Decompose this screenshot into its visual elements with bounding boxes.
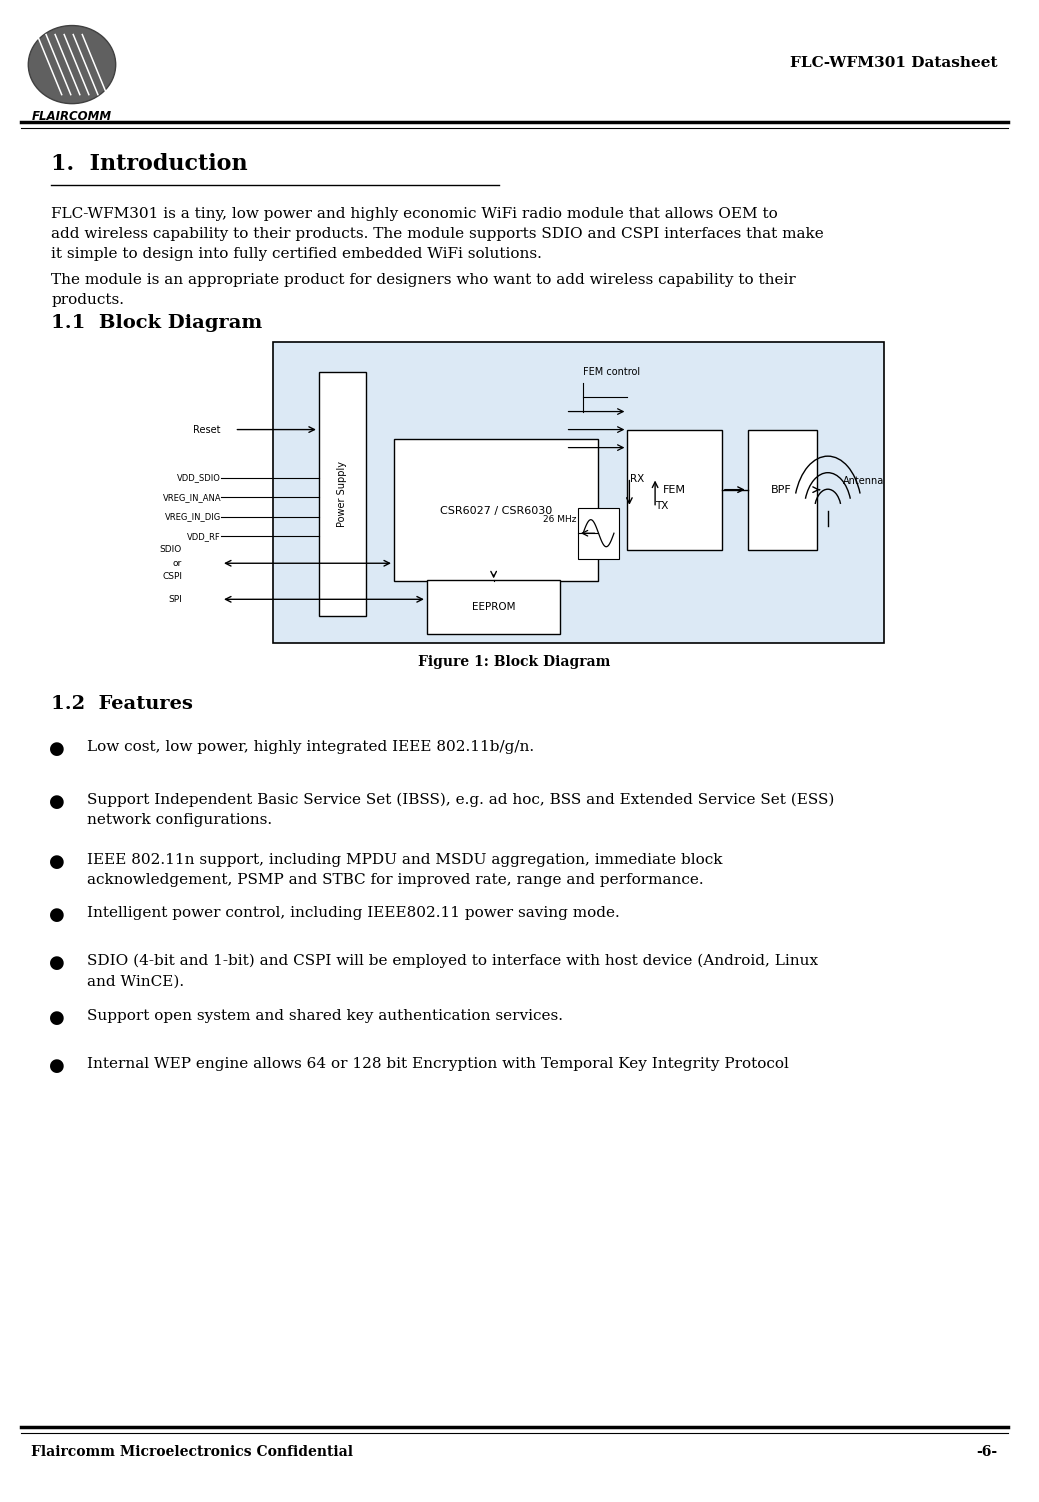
Text: BPF: BPF [771,485,792,494]
Text: VREG_IN_ANA: VREG_IN_ANA [162,493,221,502]
Text: 26 MHz: 26 MHz [543,515,577,524]
Text: ●: ● [49,853,64,871]
Text: Support Independent Basic Service Set (IBSS), e.g. ad hoc, BSS and Extended Serv: Support Independent Basic Service Set (I… [87,793,834,828]
Text: Figure 1: Block Diagram: Figure 1: Block Diagram [418,655,610,668]
Text: Reset: Reset [193,425,221,434]
Text: IEEE 802.11n support, including MPDU and MSDU aggregation, immediate block
ackno: IEEE 802.11n support, including MPDU and… [87,853,723,888]
Text: FLC-WFM301 is a tiny, low power and highly economic WiFi radio module that allow: FLC-WFM301 is a tiny, low power and high… [51,207,824,261]
Text: TX: TX [656,502,668,511]
Text: ●: ● [49,740,64,759]
FancyBboxPatch shape [272,342,884,643]
Text: 1.  Introduction: 1. Introduction [51,153,248,176]
Text: The module is an appropriate product for designers who want to add wireless capa: The module is an appropriate product for… [51,273,796,308]
Text: ●: ● [49,1057,64,1075]
Text: ●: ● [49,906,64,924]
Text: FEM: FEM [663,485,686,494]
FancyBboxPatch shape [628,430,722,550]
Text: Power Supply: Power Supply [338,461,347,527]
Text: CSR6027 / CSR6030: CSR6027 / CSR6030 [439,506,552,515]
Text: FEM control: FEM control [583,366,640,377]
Text: SPI: SPI [168,595,182,604]
Text: 1.2  Features: 1.2 Features [51,695,193,713]
FancyBboxPatch shape [319,372,366,616]
Text: Support open system and shared key authentication services.: Support open system and shared key authe… [87,1009,563,1023]
Text: VDD_RF: VDD_RF [187,532,221,541]
Text: Intelligent power control, including IEEE802.11 power saving mode.: Intelligent power control, including IEE… [87,906,620,919]
Text: SDIO (4-bit and 1-bit) and CSPI will be employed to interface with host device (: SDIO (4-bit and 1-bit) and CSPI will be … [87,954,819,988]
FancyBboxPatch shape [427,580,560,634]
Text: 1.1  Block Diagram: 1.1 Block Diagram [51,314,263,332]
Text: EEPROM: EEPROM [472,602,515,611]
Text: Flaircomm Microelectronics Confidential: Flaircomm Microelectronics Confidential [31,1445,353,1458]
FancyBboxPatch shape [748,430,817,550]
Text: -6-: -6- [977,1445,997,1458]
FancyBboxPatch shape [394,439,597,581]
Text: FLAIRCOMM: FLAIRCOMM [32,110,112,123]
Text: Antenna: Antenna [844,476,884,485]
Text: SDIO: SDIO [160,545,182,554]
Text: or: or [172,559,182,568]
Ellipse shape [28,26,115,104]
Text: ●: ● [49,1009,64,1027]
Text: VDD_SDIO: VDD_SDIO [178,473,221,482]
Text: ●: ● [49,954,64,972]
Text: CSPI: CSPI [162,572,182,581]
Text: RX: RX [631,475,644,484]
Text: ●: ● [49,793,64,811]
Text: VREG_IN_DIG: VREG_IN_DIG [165,512,221,521]
Text: Low cost, low power, highly integrated IEEE 802.11b/g/n.: Low cost, low power, highly integrated I… [87,740,534,754]
Text: FLC-WFM301 Datasheet: FLC-WFM301 Datasheet [790,56,997,69]
FancyBboxPatch shape [578,508,619,559]
Text: Internal WEP engine allows 64 or 128 bit Encryption with Temporal Key Integrity : Internal WEP engine allows 64 or 128 bit… [87,1057,790,1071]
